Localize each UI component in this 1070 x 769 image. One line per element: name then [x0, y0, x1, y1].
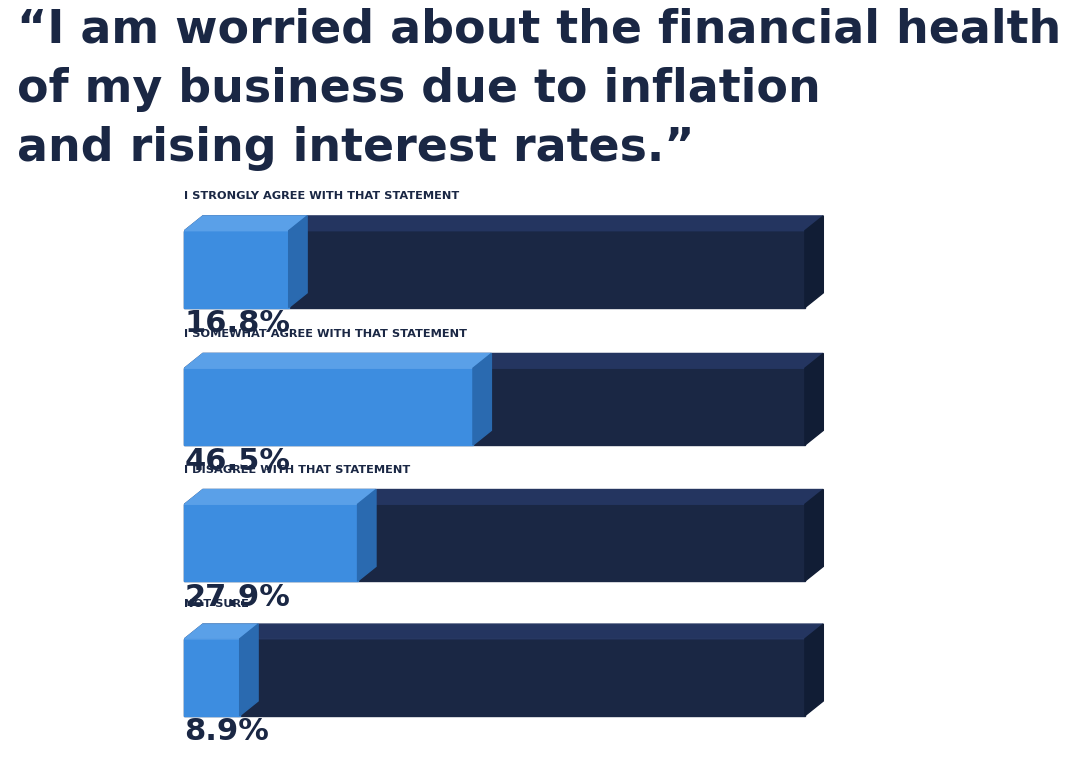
Polygon shape [240, 624, 258, 716]
Polygon shape [473, 354, 491, 445]
Polygon shape [805, 490, 823, 581]
Polygon shape [184, 504, 357, 581]
Polygon shape [357, 490, 376, 581]
Text: I DISAGREE WITH THAT STATEMENT: I DISAGREE WITH THAT STATEMENT [184, 464, 411, 474]
Text: 16.8%: 16.8% [184, 309, 290, 338]
Polygon shape [805, 216, 823, 308]
Polygon shape [184, 368, 805, 445]
Polygon shape [184, 368, 473, 445]
Text: NOT SURE: NOT SURE [184, 599, 249, 609]
Polygon shape [184, 231, 289, 308]
Polygon shape [805, 354, 823, 445]
Polygon shape [805, 624, 823, 716]
Polygon shape [184, 216, 823, 231]
Polygon shape [184, 490, 823, 504]
Polygon shape [184, 639, 240, 716]
Text: and rising interest rates.”: and rising interest rates.” [17, 125, 694, 171]
Text: 27.9%: 27.9% [184, 583, 290, 611]
Polygon shape [184, 490, 376, 504]
Polygon shape [184, 624, 258, 639]
Polygon shape [184, 504, 805, 581]
Polygon shape [184, 354, 823, 368]
Polygon shape [184, 354, 491, 368]
Polygon shape [184, 639, 805, 716]
Polygon shape [289, 216, 307, 308]
Polygon shape [184, 216, 307, 231]
Text: I STRONGLY AGREE WITH THAT STATEMENT: I STRONGLY AGREE WITH THAT STATEMENT [184, 191, 460, 201]
Text: 8.9%: 8.9% [184, 717, 270, 746]
Polygon shape [184, 624, 823, 639]
Text: I SOMEWHAT AGREE WITH THAT STATEMENT: I SOMEWHAT AGREE WITH THAT STATEMENT [184, 328, 468, 338]
Polygon shape [184, 231, 805, 308]
Text: of my business due to inflation: of my business due to inflation [17, 67, 821, 112]
Text: 46.5%: 46.5% [184, 447, 290, 475]
Text: “I am worried about the financial health: “I am worried about the financial health [17, 8, 1061, 52]
